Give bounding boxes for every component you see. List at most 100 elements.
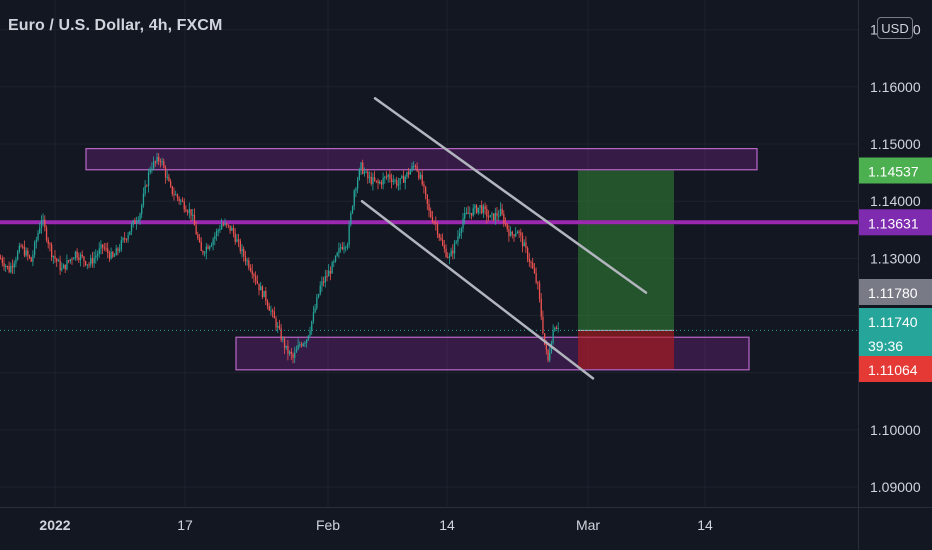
candle-body (134, 220, 136, 224)
candle-body (504, 223, 507, 225)
candle-body (358, 169, 360, 180)
candle-body (525, 242, 527, 248)
candle-body (460, 228, 462, 234)
candle-body (404, 176, 406, 183)
candle-body (464, 212, 466, 219)
candle-body (226, 223, 228, 225)
time-axis[interactable]: 2022 17 Feb 14 Mar 14 (0, 507, 932, 534)
candle-body (323, 281, 325, 283)
candle-body (51, 244, 53, 258)
candle-body (506, 223, 508, 230)
candle-body (171, 186, 173, 195)
price-axis[interactable]: 1.170001.160001.150001.140001.130001.120… (858, 0, 932, 550)
candle-body (18, 245, 20, 252)
candle-body (297, 345, 299, 350)
candle-body (219, 229, 221, 231)
candle-body (345, 247, 347, 249)
candle-body (470, 212, 473, 216)
candle-body (319, 285, 321, 295)
candle-body (520, 232, 522, 236)
candle-body (387, 174, 389, 177)
candle-body (307, 335, 309, 340)
candle-body (253, 274, 255, 277)
candle-body (181, 200, 184, 202)
candle-body (408, 172, 410, 175)
candle-body (409, 170, 411, 175)
candle-body (348, 224, 350, 245)
candle-body (552, 331, 554, 343)
candle-body (328, 270, 330, 277)
candle-body (3, 262, 5, 267)
currency-button[interactable]: USD (877, 17, 913, 39)
y-tick-label: 1.15000 (870, 136, 921, 152)
candle-body (120, 240, 122, 250)
x-tick-label: Mar (576, 517, 600, 533)
candle-body (362, 162, 364, 174)
candle-body (312, 312, 315, 322)
candle-body (438, 234, 440, 238)
candle-body (258, 283, 260, 291)
countdown-label: 39:36 (868, 338, 903, 354)
candle-body (423, 184, 425, 187)
candle-body (511, 231, 513, 235)
candle-body (442, 239, 444, 246)
candle-body (384, 176, 386, 178)
y-tick-label: 1.14000 (870, 193, 921, 209)
candle-body (44, 219, 46, 228)
candle-body (380, 181, 383, 185)
candle-body (544, 333, 546, 345)
candle-body (139, 214, 141, 220)
candle-body (100, 244, 102, 249)
candle-body (263, 290, 265, 298)
candle-body (314, 308, 316, 313)
candle-body (241, 248, 243, 252)
candle-body (333, 261, 335, 263)
candle-body (127, 234, 129, 240)
candle-body (402, 175, 405, 183)
candle-body (365, 171, 367, 173)
current-price-label: 1.11740 (868, 314, 918, 330)
candle-body (173, 194, 175, 196)
horizontal-line-label: 1.13631 (868, 215, 919, 231)
candle-body (374, 177, 376, 181)
candle-body (59, 260, 61, 271)
candle-body (178, 197, 180, 202)
candle-body (122, 238, 124, 241)
candle-body (277, 326, 279, 328)
candle-body (430, 210, 432, 217)
candle-body (278, 326, 281, 329)
candle-body (411, 165, 413, 171)
candle-body (355, 188, 357, 191)
candle-body (10, 265, 12, 273)
candle-body (227, 224, 230, 226)
candle-body (124, 238, 126, 240)
candle-body (494, 213, 496, 221)
candle-body (440, 237, 442, 240)
candle-body (144, 185, 146, 194)
candle-body (37, 233, 39, 240)
candle-body (302, 343, 304, 346)
candle-body (532, 262, 534, 269)
candle-body (292, 354, 294, 358)
candle-body (8, 266, 10, 273)
y-tick-label: 1.10000 (870, 422, 921, 438)
candle-body (244, 256, 247, 262)
candle-body (161, 161, 163, 163)
price-axis-background (858, 0, 932, 550)
candle-body (15, 259, 17, 264)
candle-body (236, 239, 238, 242)
candle-body (90, 258, 92, 265)
candle-body (329, 270, 332, 274)
candle-body (282, 338, 284, 340)
candle-body (73, 258, 75, 260)
candle-body (326, 276, 328, 278)
candle-body (0, 258, 2, 260)
candle-body (153, 161, 155, 169)
candle-body (418, 171, 420, 179)
candle-body (1, 258, 3, 263)
candle-body (353, 190, 355, 207)
candle-body (537, 282, 539, 284)
x-tick-label: 14 (697, 517, 713, 533)
candle-body (192, 214, 194, 216)
